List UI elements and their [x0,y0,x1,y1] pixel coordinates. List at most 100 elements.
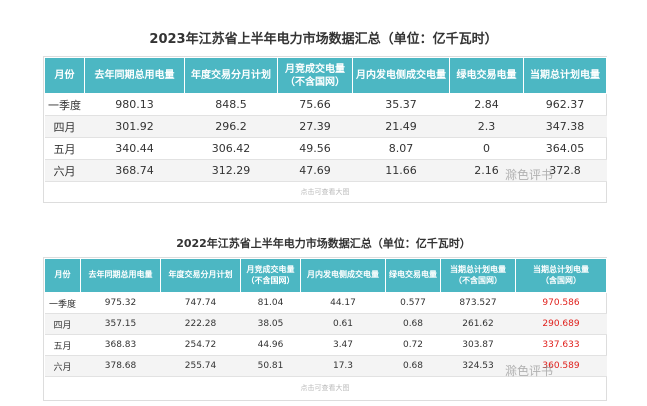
table-cell: 50.81 [240,355,301,377]
caption: 点击可查看大图 [300,188,350,196]
table-cell: 四月 [44,115,85,138]
table-cell: 0.61 [300,313,386,335]
header-cell: 绿电交易电量 [385,258,441,293]
header-text: 当期总计划电量 [530,70,600,81]
table-cell: 962.37 [523,93,607,116]
header-cell: 绿电交易电量 [449,57,524,94]
header-text: 月竞成交电量 [246,265,295,275]
header-text: 去年同期总用电量 [94,70,175,81]
header-cell: 当期总计划电量 （含国网） [515,258,607,293]
table-cell: 372.8 [523,159,607,182]
table-cell: 21.49 [352,115,450,138]
header-text: （含国网） [541,275,581,285]
header-cell: 月竞成交电量 （不含国网） [240,258,301,293]
header-cell: 月内发电侧成交电量 [352,57,450,94]
table-cell: 0.577 [385,292,441,314]
header-text: 当期总计划电量 [533,265,589,275]
table-cell: 360.589 [515,355,607,377]
table-cell: 2.16 [449,159,524,182]
table-cell: 368.83 [80,334,161,356]
table-cell: 347.38 [523,115,607,138]
table-cell: 27.39 [277,115,353,138]
table-row: 五月 340.44 306.42 49.56 8.07 0 364.05 [44,137,607,160]
table-cell: 五月 [44,137,85,160]
table-cell: 357.15 [80,313,161,335]
table-row: 一季度 975.32 747.74 81.04 44.17 0.577 873.527 970… [44,292,607,314]
table-row: 四月 357.15 222.28 38.05 0.61 0.68 261.62 290.689 [44,313,607,335]
table-cell: 254.72 [160,334,241,356]
table-cell: 378.68 [80,355,161,377]
table-cell: 0.72 [385,334,441,356]
table-row: 六月 378.68 255.74 50.81 17.3 0.68 324.53 360.589 [44,355,607,377]
header-text: 月份 [54,270,71,280]
table-cell: 261.62 [440,313,516,335]
header-text: （不含国网） [285,76,345,88]
table-cell: 五月 [44,334,81,356]
header-text: 绿电交易电量 [389,270,437,280]
table-cell: 2.3 [449,115,524,138]
table-cell: 747.74 [160,292,241,314]
header-text: 年度交易分月计划 [191,70,271,81]
header-text: 年度交易分月计划 [168,270,233,280]
table-cell: 364.05 [523,137,607,160]
table-cell: 340.44 [84,137,185,160]
header-cell: 年度交易分月计划 [184,57,278,94]
table-title: 2022年江苏省上半年电力市场数据汇总（单位：亿千瓦时） [176,237,471,250]
table-cell: 0.68 [385,313,441,335]
header-cell: 去年同期总用电量 [84,57,185,94]
header-text: 月份 [54,70,75,81]
table-cell: 49.56 [277,137,353,160]
table-cell: 11.66 [352,159,450,182]
table-cell: 一季度 [44,292,81,314]
table-cell: 17.3 [300,355,386,377]
table-cell: 222.28 [160,313,241,335]
header-cell: 当期总计划电量 （不含国网） [440,258,516,293]
table-cell: 44.96 [240,334,301,356]
header-text: （不含国网） [246,275,295,285]
table-cell: 848.5 [184,93,278,116]
header-cell: 去年同期总用电量 [80,258,161,293]
header-cell: 月份 [44,57,85,94]
header-cell: 月竞成交电量 （不含国网） [277,57,353,94]
table-cell: 38.05 [240,313,301,335]
data-table: 月份 去年同期总用电量 年度交易分月计划 月竞成交电量 （不含国网） 月内发电侧成交电量绿… [44,258,607,377]
table-cell: 980.13 [84,93,185,116]
header-row: 月份 去年同期总用电量 年度交易分月计划 月竞成交电量 （不含国网） 月内发电侧成交电量绿… [44,57,607,94]
header-cell: 月内发电侧成交电量 [300,258,386,293]
caption: 点击可查看大图 [300,384,350,392]
table-box: 月份 去年同期总用电量 年度交易分月计划 月竞成交电量 （不含国网） 月内发电侧成交电量绿… [43,56,607,203]
table-cell: 301.92 [84,115,185,138]
header-cell: 当期总计划电量 [523,57,607,94]
table-cell: 35.37 [352,93,450,116]
table-cell: 337.633 [515,334,607,356]
watermark: 滁色评书 [505,364,554,378]
table-cell: 2.84 [449,93,524,116]
table-cell: 75.66 [277,93,353,116]
table-cell: 0 [449,137,524,160]
header-row: 月份 去年同期总用电量 年度交易分月计划 月竞成交电量 （不含国网） 月内发电侧成交电量绿… [44,258,607,293]
table-cell: 47.69 [277,159,353,182]
table-cell: 324.53 [440,355,516,377]
header-text: 月内发电侧成交电量 [356,70,446,81]
table-cell: 312.29 [184,159,278,182]
header-text: （不含国网） [454,275,502,285]
watermark: 滁色评书 [505,168,554,182]
table-cell: 一季度 [44,93,85,116]
table-cell: 873.527 [440,292,516,314]
header-text: 月竞成交电量 [285,63,345,75]
table-cell: 296.2 [184,115,278,138]
table-row: 五月 368.83 254.72 44.96 3.47 0.72 303.87 337.633 [44,334,607,356]
table-cell: 255.74 [160,355,241,377]
table-cell: 8.07 [352,137,450,160]
table-cell: 44.17 [300,292,386,314]
table-title: 2023年江苏省上半年电力市场数据汇总（单位：亿千瓦时） [149,32,498,47]
table-cell: 368.74 [84,159,185,182]
header-text: 去年同期总用电量 [88,270,153,280]
table-cell: 303.87 [440,334,516,356]
table-cell: 290.689 [515,313,607,335]
header-cell: 年度交易分月计划 [160,258,241,293]
table-row: 四月 301.92 296.2 27.39 21.49 2.3 347.38 [44,115,607,138]
header-text: 当期总计划电量 [450,265,506,275]
data-table: 月份 去年同期总用电量 年度交易分月计划 月竞成交电量 （不含国网） 月内发电侧成交电量绿… [44,57,607,182]
